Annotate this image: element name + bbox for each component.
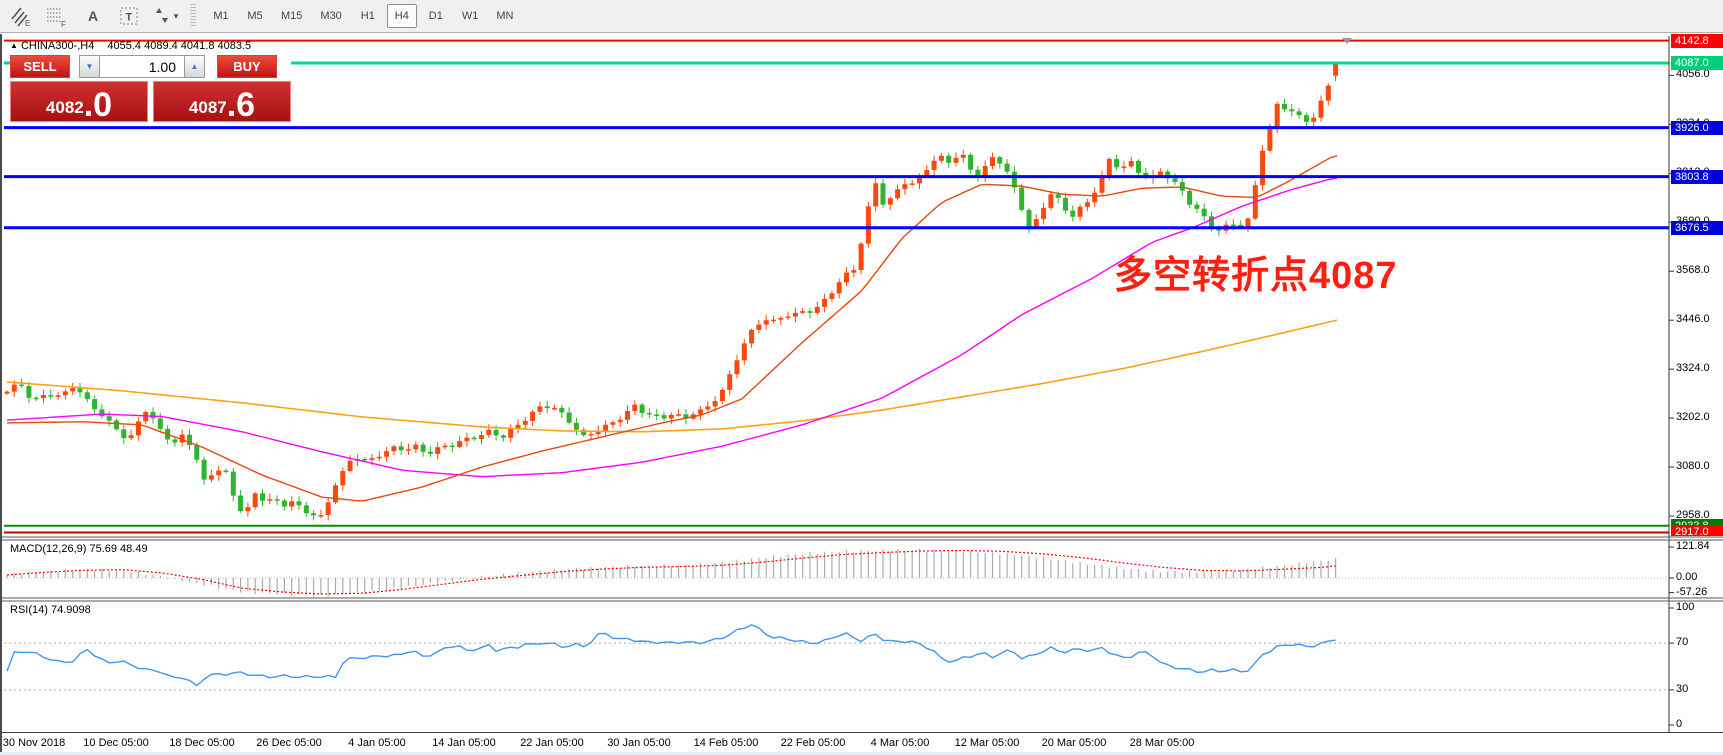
chart-title: ▲ CHINA300-,H4 4055.4 4089.4 4041.8 4083… xyxy=(10,40,251,52)
time-axis-label: 20 Mar 05:00 xyxy=(1041,737,1107,749)
chart-canvas xyxy=(2,36,1723,733)
svg-text:A: A xyxy=(88,8,98,24)
ohlc-quotes: 4055.4 4089.4 4041.8 4083.5 xyxy=(107,40,252,52)
price-tick-label: 3080.0 xyxy=(1676,460,1710,473)
equidistant-channel-tool-icon[interactable]: E xyxy=(6,3,36,29)
time-axis-label: 12 Mar 05:00 xyxy=(954,737,1020,749)
time-axis-label: 18 Dec 05:00 xyxy=(169,737,235,749)
buy-price-tile[interactable]: 4087.6 xyxy=(153,81,291,122)
price-line-badge: 3926.0 xyxy=(1671,120,1723,135)
time-axis-label: 22 Jan 05:00 xyxy=(520,737,584,749)
rsi-axis-label: 30 xyxy=(1676,682,1689,695)
price-tick-label: 2958.0 xyxy=(1676,509,1710,521)
spin-down-icon: ▼ xyxy=(85,62,94,71)
toolbar-drag-handle[interactable] xyxy=(190,4,196,28)
svg-text:E: E xyxy=(25,19,30,28)
volume-increase-button[interactable]: ▲ xyxy=(184,55,205,78)
price-line-badge: 2917.0 xyxy=(1671,525,1723,537)
chart-overlays: 4056.03934.03812.03690.03568.03446.03324… xyxy=(2,33,1723,752)
timeframe-button-w1[interactable]: W1 xyxy=(461,10,479,22)
macd-axis-label: -57.26 xyxy=(1676,585,1708,598)
time-axis-label: 10 Dec 05:00 xyxy=(83,737,149,749)
macd-axis-label: 0.00 xyxy=(1676,571,1698,583)
dropdown-caret-icon[interactable]: ▾ xyxy=(173,10,179,21)
rsi-indicator-label: RSI(14) 74.9098 xyxy=(10,604,91,616)
timeframe-button-mn[interactable]: MN xyxy=(496,10,514,22)
fibonacci-tool-icon[interactable]: F xyxy=(42,3,72,29)
time-axis-label: 4 Mar 05:00 xyxy=(870,737,930,749)
buy-price-main: 4087 xyxy=(188,98,227,117)
timeframe-button-m15[interactable]: M15 xyxy=(281,10,303,22)
volume-decrease-button[interactable]: ▼ xyxy=(79,55,100,78)
rsi-axis-label: 0 xyxy=(1676,718,1683,730)
buy-button[interactable]: BUY xyxy=(217,55,277,78)
collapse-arrow-icon[interactable]: ▲ xyxy=(10,41,18,50)
text-label-tool-icon[interactable]: A xyxy=(78,3,108,29)
drawing-tools-group: E F A T ▾ xyxy=(0,3,180,29)
price-tick-label: 3324.0 xyxy=(1676,362,1710,375)
arrows-tool-icon[interactable]: ▾ xyxy=(150,3,180,29)
macd-indicator-label: MACD(12,26,9) 75.69 48.49 xyxy=(10,543,148,555)
time-axis-label: 26 Dec 05:00 xyxy=(256,737,322,749)
rsi-axis-label: 70 xyxy=(1676,636,1689,649)
svg-text:F: F xyxy=(61,20,66,28)
time-axis-label: 14 Feb 05:00 xyxy=(693,737,759,749)
chart-annotation-text: 多空转折点4087 xyxy=(1114,255,1398,297)
price-line-badge: 4087.0 xyxy=(1671,56,1723,70)
price-line-badge: 3676.5 xyxy=(1671,220,1723,235)
price-line-badge: 3803.8 xyxy=(1671,169,1723,184)
price-line-badge: 4142.8 xyxy=(1671,33,1723,48)
macd-axis-label: 121.84 xyxy=(1676,539,1710,552)
timeframe-button-h4[interactable]: H4 xyxy=(386,4,417,28)
timeframe-button-h1[interactable]: H1 xyxy=(360,10,375,22)
sell-price-tile[interactable]: 4082.0 xyxy=(10,81,148,122)
time-axis-label: 30 Nov 2018 xyxy=(2,737,66,749)
symbol-period-label: CHINA300-,H4 xyxy=(20,40,95,52)
one-click-trade-widget: SELL ▼ ▲ BUY 4082.0 4087.6 xyxy=(10,55,291,122)
volume-input[interactable] xyxy=(100,55,184,78)
price-tick-label: 3446.0 xyxy=(1676,313,1710,326)
price-tick-label: 3202.0 xyxy=(1676,411,1710,424)
price-tick-label: 3568.0 xyxy=(1676,264,1710,277)
time-axis-label: 28 Mar 05:00 xyxy=(1129,737,1195,749)
sell-price-pips: .0 xyxy=(83,85,113,124)
spin-up-icon: ▲ xyxy=(190,62,199,71)
timeframe-button-d1[interactable]: D1 xyxy=(428,10,443,22)
rsi-axis-label: 100 xyxy=(1676,601,1695,613)
svg-text:T: T xyxy=(126,12,133,24)
toolbar: E F A T ▾ M1 M5 M15 M30 H1 H4 D1 W1 MN xyxy=(0,0,1723,33)
time-axis-label: 14 Jan 05:00 xyxy=(432,737,496,749)
sell-button[interactable]: SELL xyxy=(10,55,70,78)
time-axis-label: 4 Jan 05:00 xyxy=(348,737,406,749)
buy-price-pips: .6 xyxy=(226,85,256,124)
timeframe-button-m5[interactable]: M5 xyxy=(247,10,263,22)
timeframe-button-m30[interactable]: M30 xyxy=(320,10,342,22)
window-bottom-edge xyxy=(0,752,1723,755)
time-axis-label: 30 Jan 05:00 xyxy=(607,737,671,749)
chart-window: ▲ CHINA300-,H4 4055.4 4089.4 4041.8 4083… xyxy=(0,33,1723,752)
text-box-tool-icon[interactable]: T xyxy=(114,3,144,29)
sell-price-main: 4082 xyxy=(45,98,84,117)
timeframe-button-m1[interactable]: M1 xyxy=(213,10,229,22)
time-axis-label: 22 Feb 05:00 xyxy=(780,737,846,749)
timeframe-toolbar: M1 M5 M15 M30 H1 H4 D1 W1 MN xyxy=(204,4,522,28)
price-tick-label: 4056.0 xyxy=(1676,68,1710,81)
